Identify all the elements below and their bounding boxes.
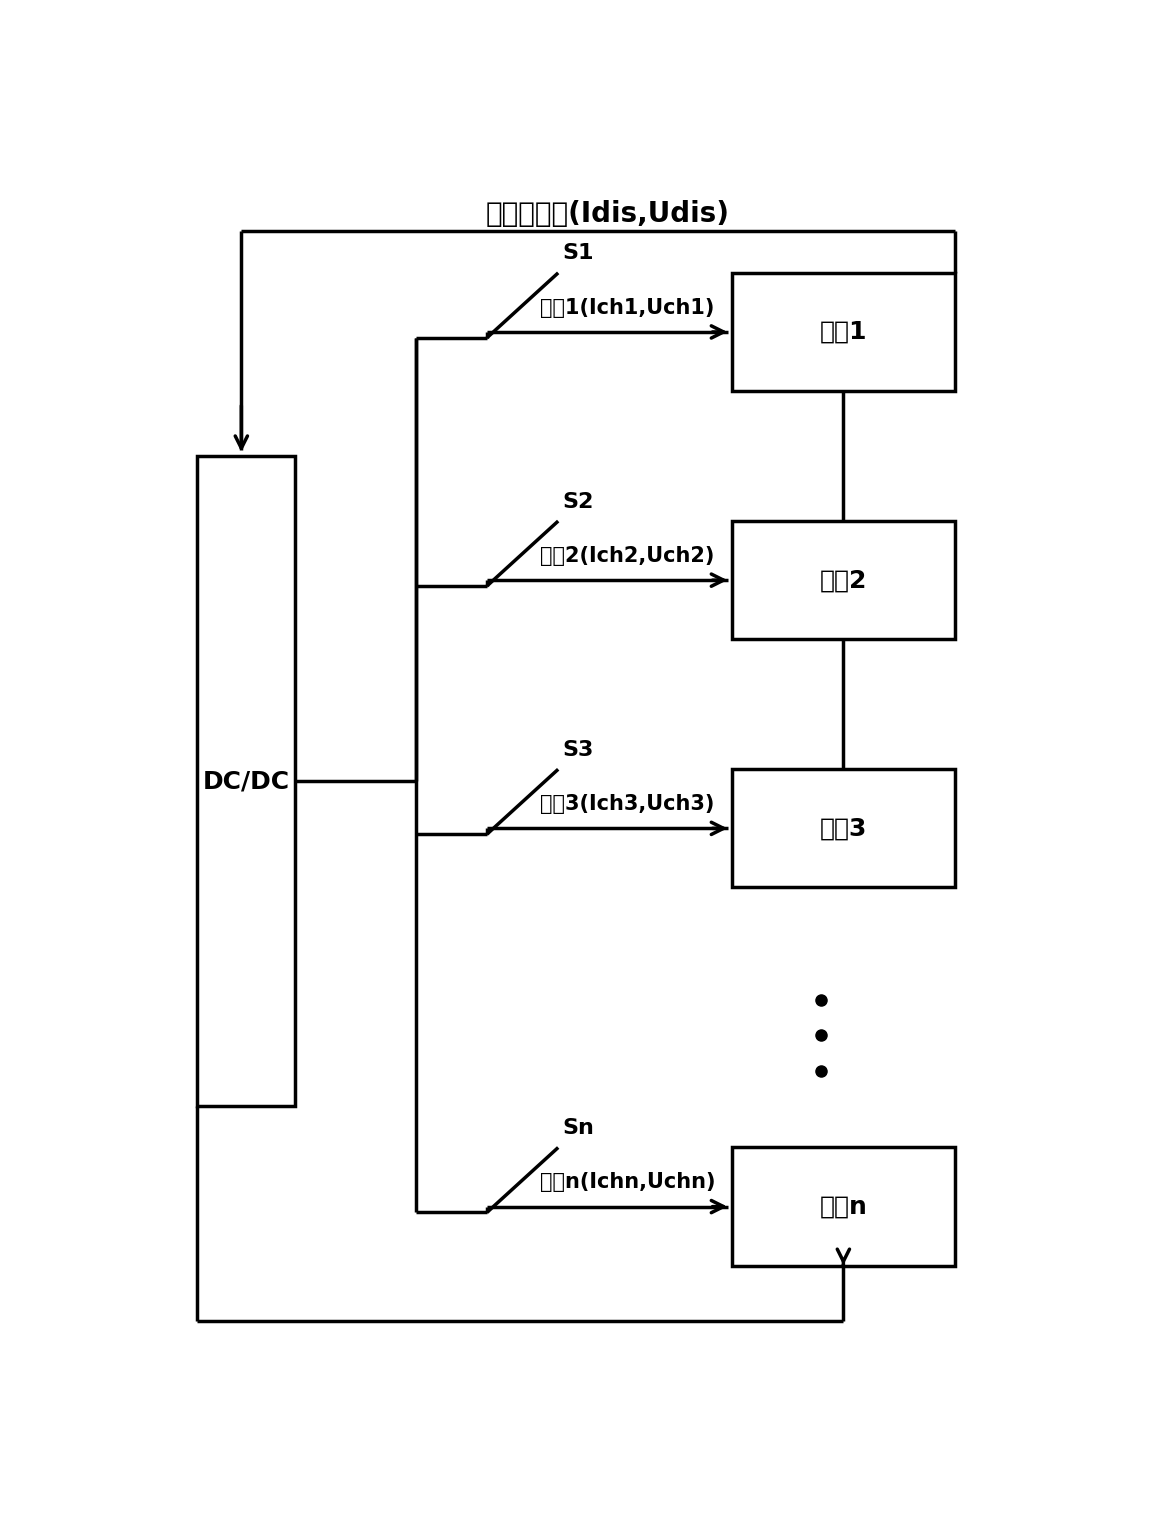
Bar	[733, 520, 954, 639]
Text: 电池组放电(Idis,Udis): 电池组放电(Idis,Udis)	[485, 200, 729, 227]
Text: 充电n(Ichn,Uchn): 充电n(Ichn,Uchn)	[539, 1173, 715, 1193]
Text: S3: S3	[562, 740, 595, 760]
Bar	[198, 456, 296, 1107]
Text: Sn: Sn	[562, 1117, 595, 1137]
Text: 电池n: 电池n	[820, 1194, 867, 1219]
Bar	[733, 769, 954, 887]
Text: 电池3: 电池3	[820, 817, 867, 840]
Text: 电池1: 电池1	[820, 319, 867, 344]
Text: S2: S2	[562, 491, 595, 511]
Text: 充电2(Ich2,Uch2): 充电2(Ich2,Uch2)	[540, 546, 714, 566]
Text: 充电3(Ich3,Uch3): 充电3(Ich3,Uch3)	[540, 794, 714, 814]
Text: 充电1(Ich1,Uch1): 充电1(Ich1,Uch1)	[540, 298, 714, 318]
Text: 电池2: 电池2	[820, 568, 867, 593]
Bar	[733, 1148, 954, 1266]
Text: S1: S1	[562, 244, 595, 264]
Bar	[733, 273, 954, 391]
Text: DC/DC: DC/DC	[202, 769, 290, 794]
